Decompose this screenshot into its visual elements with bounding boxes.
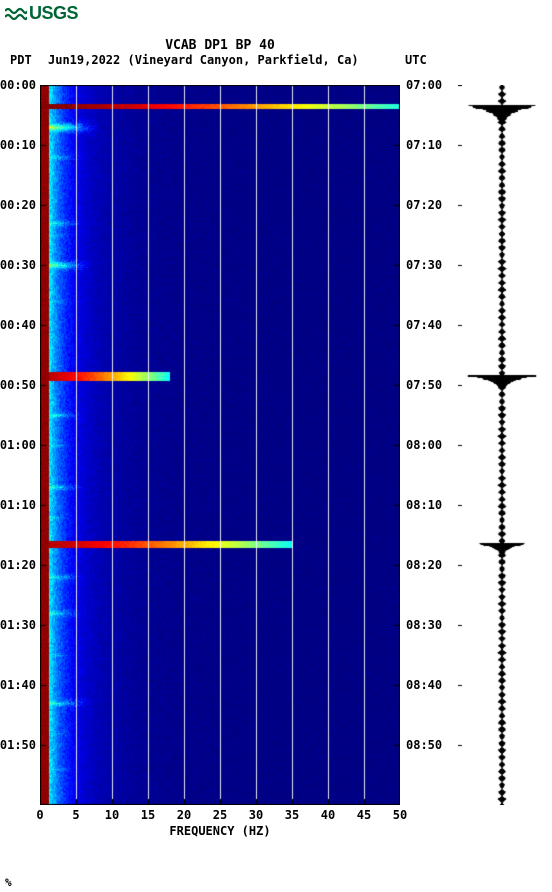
x-tick: 10 — [105, 808, 119, 822]
x-tick: 20 — [177, 808, 191, 822]
y-tick-left: 00:00 — [0, 78, 36, 92]
y-tick-left: 01:20 — [0, 558, 36, 572]
date-location: Jun19,2022 (Vineyard Canyon, Parkfield, … — [48, 53, 359, 67]
y-tick-right: 08:40 — [406, 678, 442, 692]
y-tick-left: 00:30 — [0, 258, 36, 272]
waveform-plot — [458, 85, 546, 805]
x-tick: 0 — [36, 808, 43, 822]
y-tick-right: 08:50 — [406, 738, 442, 752]
y-tick-left: 01:00 — [0, 438, 36, 452]
spectrogram-plot — [40, 85, 400, 805]
y-tick-left: 00:20 — [0, 198, 36, 212]
y-tick-right: 07:10 — [406, 138, 442, 152]
y-tick-left: 00:10 — [0, 138, 36, 152]
y-tick-left: 01:30 — [0, 618, 36, 632]
usgs-logo: USGS — [5, 3, 78, 24]
y-tick-left: 01:10 — [0, 498, 36, 512]
y-tick-left: 01:50 — [0, 738, 36, 752]
y-tick-left: 01:40 — [0, 678, 36, 692]
x-tick: 15 — [141, 808, 155, 822]
x-tick: 5 — [72, 808, 79, 822]
y-tick-right: 07:50 — [406, 378, 442, 392]
y-axis-right-ticks: 07:0007:1007:2007:3007:4007:5008:0008:10… — [404, 85, 444, 805]
y-tick-right: 07:40 — [406, 318, 442, 332]
y-tick-right: 08:10 — [406, 498, 442, 512]
x-tick: 25 — [213, 808, 227, 822]
y-tick-right: 07:00 — [406, 78, 442, 92]
timezone-left: PDT — [10, 53, 32, 67]
wave-icon — [5, 5, 27, 23]
timezone-right: UTC — [405, 53, 427, 67]
footer-mark: % — [5, 876, 12, 889]
y-tick-left: 00:50 — [0, 378, 36, 392]
x-tick: 50 — [393, 808, 407, 822]
y-tick-right: 07:30 — [406, 258, 442, 272]
y-tick-right: 08:00 — [406, 438, 442, 452]
x-tick: 40 — [321, 808, 335, 822]
x-tick: 30 — [249, 808, 263, 822]
y-tick-right: 08:30 — [406, 618, 442, 632]
x-axis-label: FREQUENCY (HZ) — [40, 824, 400, 838]
chart-title: VCAB DP1 BP 40 — [0, 38, 440, 53]
x-tick: 35 — [285, 808, 299, 822]
y-tick-right: 07:20 — [406, 198, 442, 212]
x-tick: 45 — [357, 808, 371, 822]
y-tick-right: 08:20 — [406, 558, 442, 572]
y-tick-left: 00:40 — [0, 318, 36, 332]
logo-text: USGS — [29, 3, 78, 24]
y-axis-left-ticks: 00:0000:1000:2000:3000:4000:5001:0001:10… — [0, 85, 38, 805]
